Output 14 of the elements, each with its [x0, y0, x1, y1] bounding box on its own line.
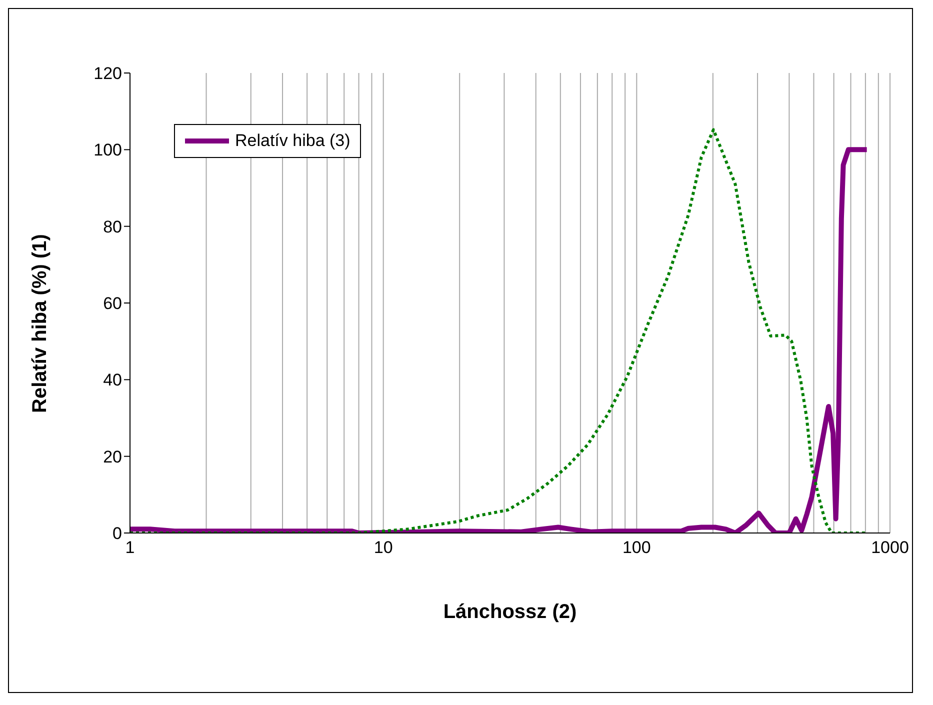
x-tick-label: 100 [622, 538, 651, 558]
y-tick-label: 60 [103, 294, 122, 314]
y-tick-label: 20 [103, 447, 122, 466]
y-tick-label: 80 [103, 217, 122, 236]
legend-label: Relatív hiba (3) [235, 131, 350, 151]
x-tick-label: 1000 [871, 538, 909, 558]
y-tick-label: 40 [103, 370, 122, 390]
y-tick-label: 0 [112, 524, 122, 544]
x-tick-label: 1 [125, 538, 135, 558]
y-tick-label: 100 [94, 140, 122, 160]
x-axis-title: Lánchossz (2) [443, 601, 577, 623]
x-tick-label: 10 [374, 538, 393, 558]
y-tick-label: 120 [94, 64, 122, 84]
y-axis-title: Relatív hiba (%) (1) [29, 234, 52, 413]
